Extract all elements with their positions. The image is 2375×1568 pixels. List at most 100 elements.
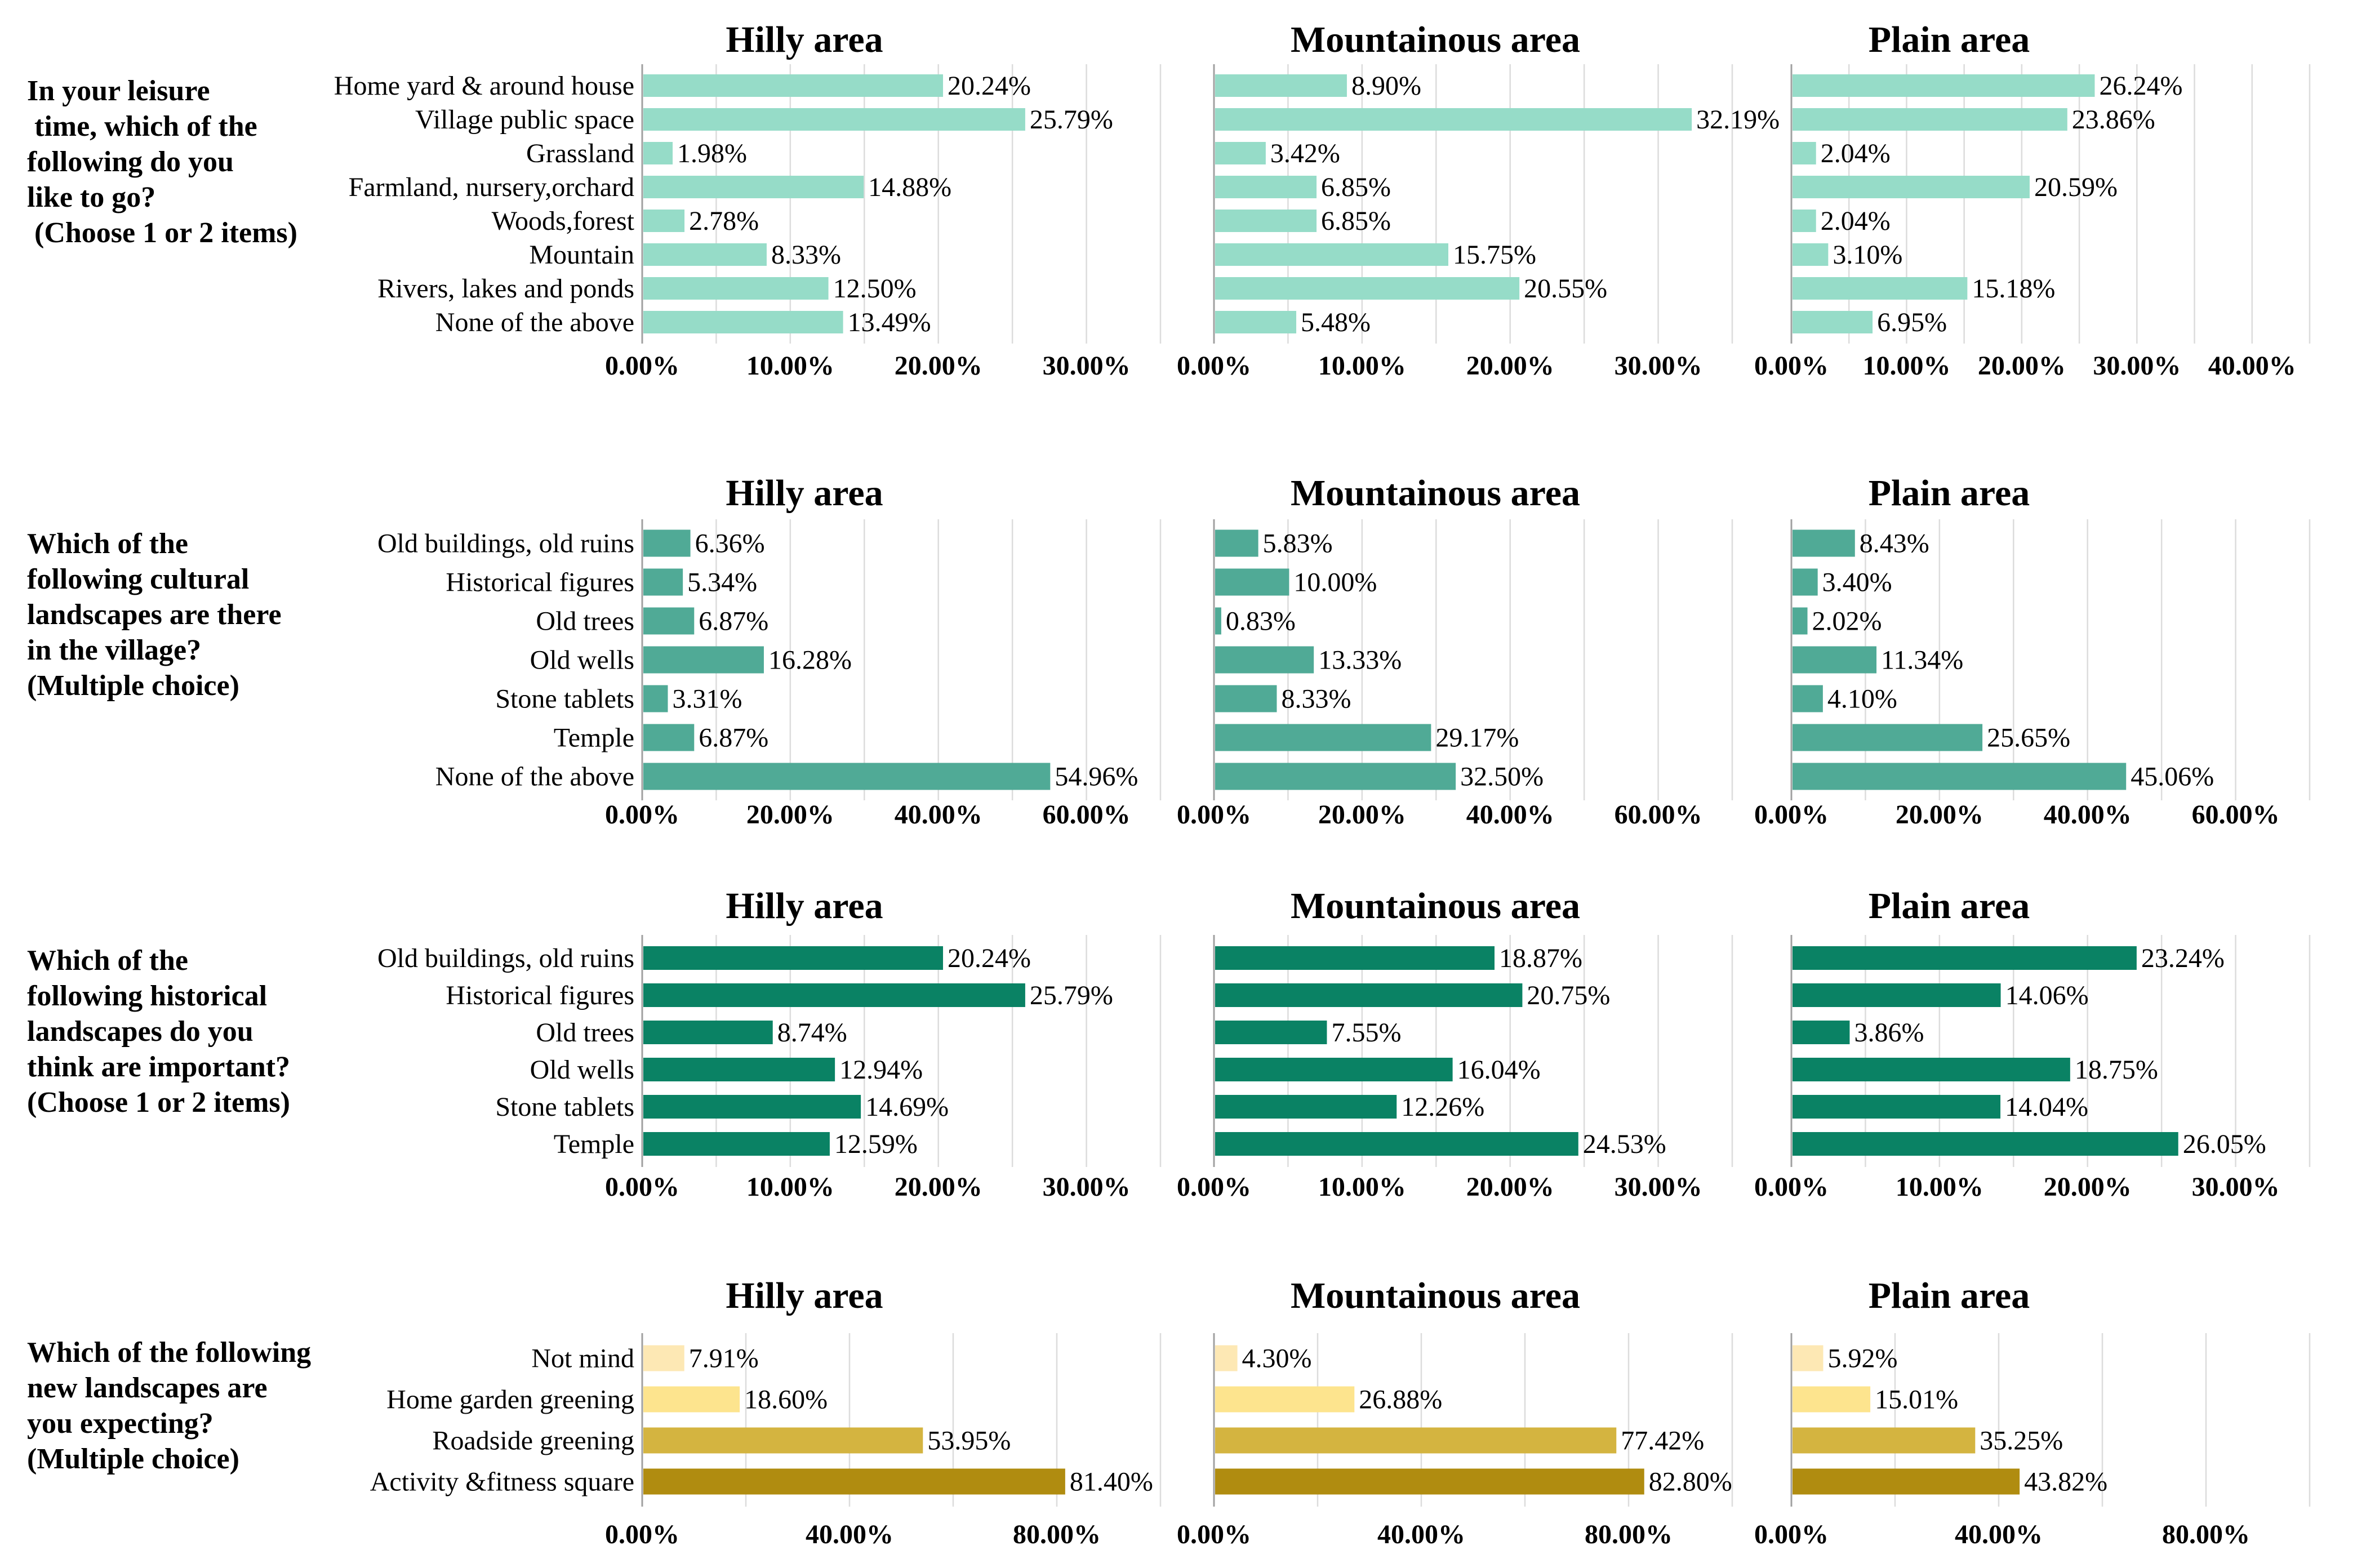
x-tick-label: 40.00% — [2044, 800, 2132, 830]
panel-2: Mountainous area 0.00% 40.00% 80.00% 4.30% 26… — [1177, 1275, 1733, 1549]
panel-2: Mountainous area 0.00% 10.00% 20.00% 30.00% 1… — [1177, 885, 1733, 1202]
question-line: following do you — [27, 146, 234, 178]
bar — [643, 946, 944, 970]
category-label: Old wells — [530, 645, 634, 675]
panel-3: Plain area 0.00% 10.00% 20.00% 30.00% 23.24% 1… — [1754, 885, 2311, 1202]
question-line: time, which of the — [27, 110, 257, 142]
category-label: Rivers, lakes and ponds — [377, 274, 634, 304]
bar — [643, 1468, 1065, 1495]
bar — [643, 1058, 835, 1081]
bar — [1215, 142, 1266, 164]
bar — [1793, 607, 1808, 635]
category-label: None of the above — [435, 308, 634, 337]
data-label: 11.34% — [1881, 645, 1963, 675]
data-label: 8.33% — [1281, 684, 1351, 714]
bar — [643, 685, 668, 712]
question-line: landscapes do you — [27, 1015, 253, 1048]
data-label: 32.19% — [1696, 105, 1780, 135]
category-label: Home yard & around house — [334, 71, 634, 101]
bar — [643, 646, 764, 674]
category-label: Roadside greening — [432, 1426, 634, 1456]
bar — [1793, 277, 1968, 300]
question-line: following historical — [27, 980, 267, 1012]
data-label: 20.75% — [1527, 981, 1610, 1010]
data-label: 20.59% — [2034, 172, 2118, 202]
bar — [1793, 685, 1823, 712]
x-tick-label: 0.00% — [605, 1172, 679, 1202]
question-line: landscapes are there — [27, 599, 282, 631]
data-label: 6.87% — [699, 607, 768, 636]
data-label: 4.30% — [1242, 1344, 1312, 1374]
question-line: think are important? — [27, 1051, 290, 1083]
category-label: Old buildings, old ruins — [377, 529, 634, 559]
x-tick-label: 0.00% — [1177, 1172, 1251, 1202]
bar — [643, 176, 864, 198]
bar — [1215, 176, 1317, 198]
bar — [1793, 1095, 2001, 1119]
x-tick-label: 40.00% — [2208, 351, 2296, 381]
bar — [643, 277, 829, 300]
bar — [1793, 1427, 1976, 1454]
chart-section-1: In your leisure time, which of the follow… — [27, 19, 2311, 381]
x-tick-label: 40.00% — [1955, 1520, 2043, 1549]
data-label: 6.85% — [1321, 206, 1391, 236]
bar — [1793, 568, 1818, 596]
bar — [1793, 243, 1829, 266]
panel-title: Mountainous area — [1291, 885, 1580, 926]
x-tick-label: 30.00% — [1615, 351, 1702, 381]
panel-3: Plain area 0.00% 10.00% 20.00% 30.00% 40.00% 2… — [1754, 19, 2311, 381]
bar — [1215, 1427, 1617, 1454]
category-label: Village public space — [415, 105, 634, 135]
bar — [1793, 1058, 2070, 1081]
x-tick-label: 60.00% — [2192, 800, 2280, 830]
category-label: Old buildings, old ruins — [377, 943, 634, 973]
question-text: Which of the following new landscapes are… — [27, 1337, 311, 1475]
data-label: 3.10% — [1833, 240, 1902, 270]
data-label: 18.75% — [2075, 1055, 2158, 1085]
x-tick-label: 20.00% — [1466, 351, 1554, 381]
question-line: Which of the following — [27, 1337, 311, 1369]
bar — [1793, 646, 1877, 674]
data-label: 6.36% — [695, 529, 765, 559]
data-label: 20.24% — [948, 943, 1031, 973]
bar — [1215, 568, 1289, 596]
data-label: 24.53% — [1583, 1129, 1666, 1159]
chart-section-3: Which of the following historical landscap… — [27, 885, 2311, 1202]
question-line: like to go? — [27, 181, 155, 213]
data-label: 7.55% — [1331, 1018, 1401, 1048]
question-line: (Choose 1 or 2 items) — [27, 217, 297, 249]
x-tick-label: 0.00% — [1754, 351, 1829, 381]
panel-title: Mountainous area — [1291, 1275, 1580, 1316]
category-label: Not mind — [531, 1344, 634, 1374]
question-line: (Multiple choice) — [27, 1443, 239, 1475]
question-text: In your leisure time, which of the follow… — [27, 75, 297, 249]
x-tick-label: 40.00% — [1377, 1520, 1465, 1549]
bar — [1793, 1386, 1871, 1413]
bar — [1215, 1095, 1397, 1119]
panel-title: Plain area — [1869, 885, 2030, 926]
data-label: 23.24% — [2141, 943, 2225, 973]
question-line: Which of the — [27, 945, 188, 977]
data-label: 14.06% — [2005, 981, 2089, 1010]
category-label: Mountain — [529, 240, 634, 270]
data-label: 20.55% — [1524, 274, 1607, 304]
data-label: 25.65% — [1987, 723, 2070, 753]
data-label: 2.04% — [1821, 139, 1891, 168]
bar — [1215, 243, 1448, 266]
data-label: 2.04% — [1821, 206, 1891, 236]
x-tick-label: 0.00% — [1754, 1172, 1829, 1202]
x-tick-label: 20.00% — [1978, 351, 2066, 381]
question-line: (Multiple choice) — [27, 670, 239, 702]
panel-title: Mountainous area — [1291, 473, 1580, 514]
panel-3: Plain area 0.00% 40.00% 80.00% 5.92% 15.01% 35… — [1754, 1275, 2311, 1549]
bar — [643, 1427, 923, 1454]
data-label: 6.95% — [1877, 308, 1947, 337]
bar — [1215, 983, 1523, 1007]
bar — [1793, 763, 2127, 790]
question-line: new landscapes are — [27, 1372, 268, 1404]
bar — [1215, 607, 1221, 635]
data-label: 15.01% — [1875, 1385, 1958, 1415]
data-label: 1.98% — [677, 139, 747, 168]
panel-1: Hilly area 0.00% 40.00% 80.00% 7.91% 18.60% 53… — [605, 1275, 1162, 1549]
x-tick-label: 10.00% — [1896, 1172, 1983, 1202]
